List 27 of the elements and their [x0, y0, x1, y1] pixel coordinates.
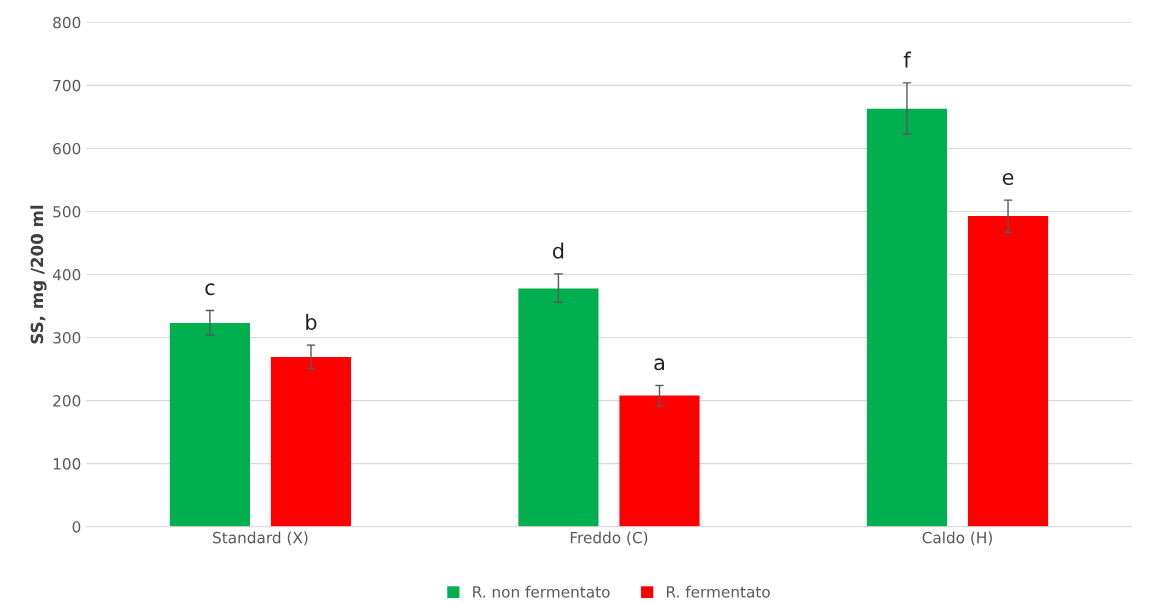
y-tick-label: 800 — [53, 16, 81, 29]
legend-label: R. non fermentato — [473, 585, 610, 598]
annotation: b — [306, 313, 317, 330]
annotation: e — [1002, 173, 1014, 185]
y-axis-title: SS, mg /200 ml — [30, 205, 47, 344]
annotation: c — [205, 283, 215, 296]
y-tick-label: 500 — [53, 205, 81, 218]
legend-label: R. fermentato — [666, 585, 770, 598]
x-tick-label: Caldo (H) — [922, 531, 992, 546]
y-tick-label: 0 — [72, 521, 81, 533]
bar — [518, 288, 599, 527]
y-tick-label: 600 — [53, 142, 81, 155]
y-tick-label: 300 — [53, 332, 81, 344]
bar — [866, 108, 948, 527]
y-tick-label: 700 — [53, 79, 81, 92]
bar — [169, 323, 250, 527]
bar — [619, 395, 700, 527]
y-tick-label: 400 — [52, 268, 81, 281]
annotation: f — [903, 51, 912, 68]
bar — [967, 215, 1049, 527]
x-tick-label: Standard (X) — [213, 531, 308, 546]
y-tick-label: 200 — [53, 395, 81, 407]
annotation: a — [654, 358, 664, 371]
annotation: d — [552, 242, 564, 259]
y-tick-label: 100 — [53, 458, 81, 470]
x-tick-label: Freddo (C) — [570, 531, 648, 546]
bar — [270, 357, 352, 527]
